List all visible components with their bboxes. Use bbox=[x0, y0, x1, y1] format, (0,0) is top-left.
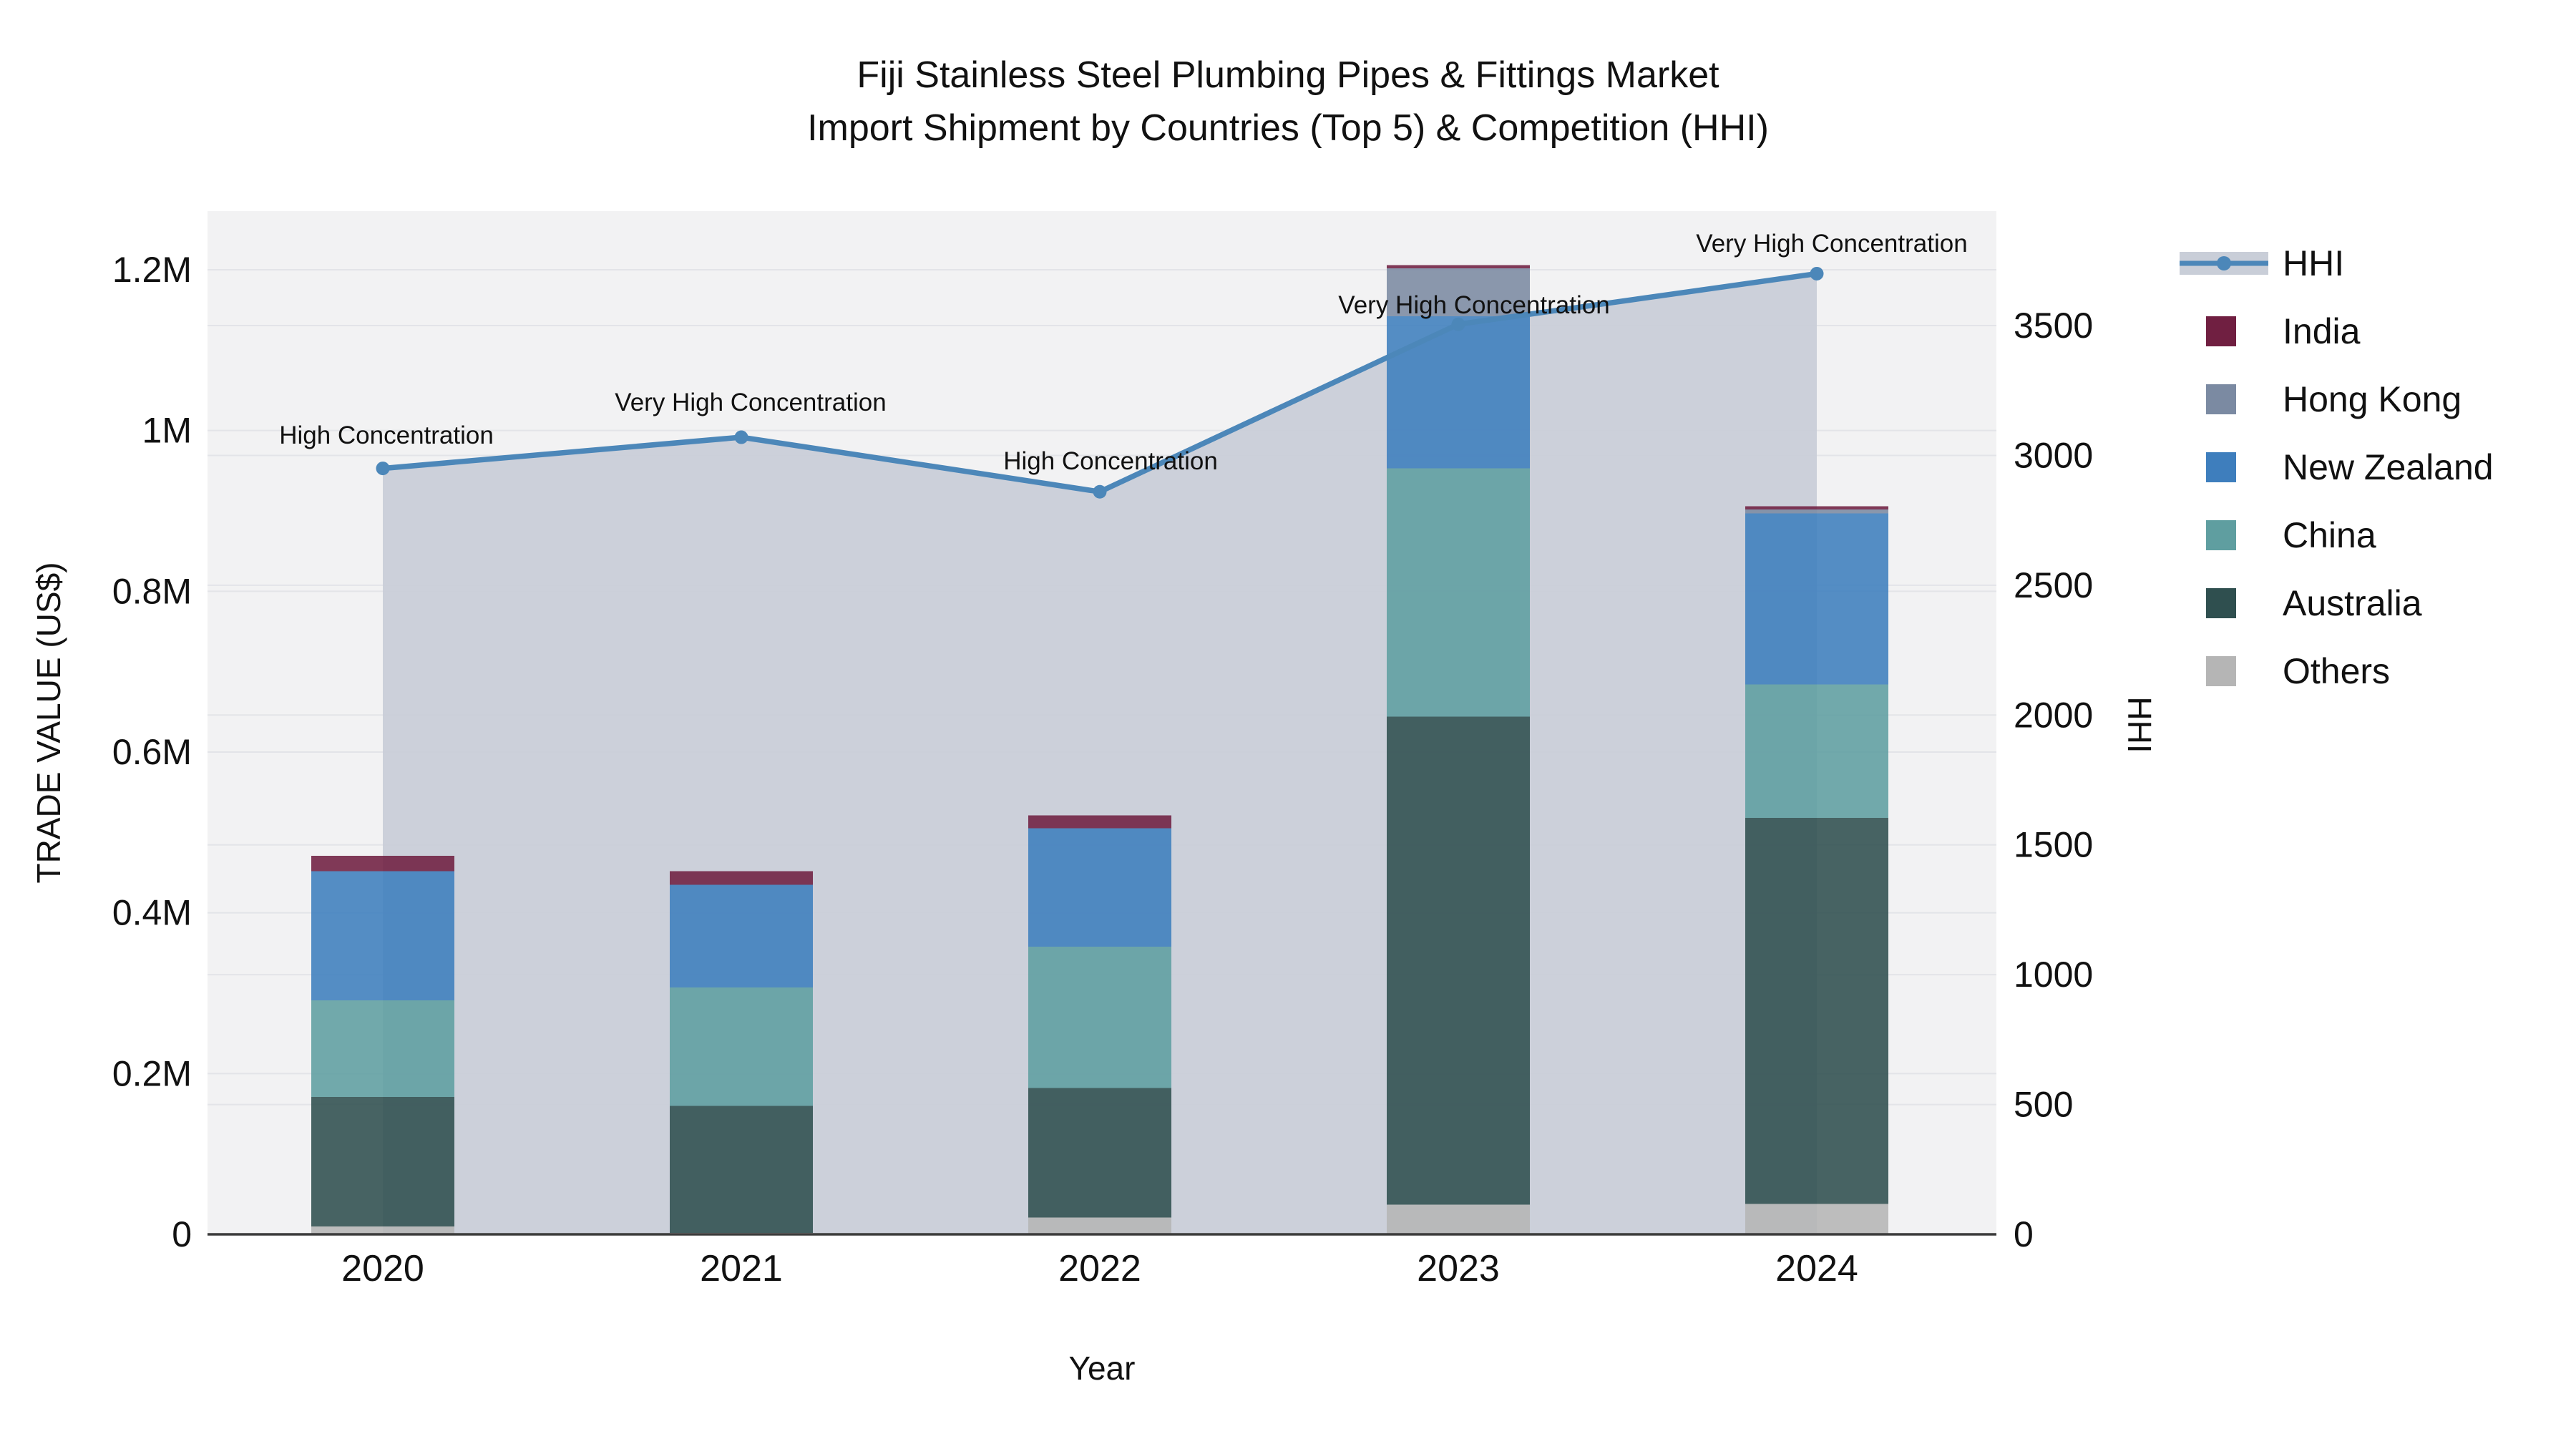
legend-hhi-marker-swatch bbox=[2217, 256, 2231, 270]
legend-label-others: Others bbox=[2283, 651, 2390, 691]
bar-segment-2020-others[interactable] bbox=[311, 1226, 454, 1234]
y-left-tick-0.2M: 0.2M bbox=[112, 1053, 192, 1093]
x-tick-2024: 2024 bbox=[1775, 1248, 1858, 1289]
y-right-tick-3000: 3000 bbox=[2014, 435, 2093, 475]
stacked-bars-layer bbox=[311, 265, 1888, 1234]
bar-group-2020 bbox=[311, 855, 454, 1234]
bar-segment-2024-china[interactable] bbox=[1745, 684, 1888, 819]
bar-segment-2023-australia[interactable] bbox=[1387, 716, 1530, 1205]
bar-segment-2022-australia[interactable] bbox=[1028, 1088, 1171, 1218]
y-right-axis-title: HHI bbox=[2121, 696, 2158, 753]
y-right-tick-2500: 2500 bbox=[2014, 565, 2093, 605]
legend-swatch-india bbox=[2206, 316, 2236, 346]
bar-segment-2023-india[interactable] bbox=[1387, 265, 1530, 268]
bar-segment-2020-china[interactable] bbox=[311, 1000, 454, 1097]
legend-item-new-zealand[interactable]: New Zealand bbox=[2206, 447, 2494, 487]
y-left-tick-0.4M: 0.4M bbox=[112, 893, 192, 933]
legend-label-hong-kong: Hong Kong bbox=[2283, 379, 2462, 419]
legend-label-china: China bbox=[2283, 515, 2376, 555]
legend-label-india: India bbox=[2283, 311, 2361, 351]
x-axis-title: Year bbox=[1069, 1350, 1136, 1387]
bar-segment-2023-new-zealand[interactable] bbox=[1387, 316, 1530, 469]
bar-segment-2024-australia[interactable] bbox=[1745, 818, 1888, 1204]
annotations-layer: High Concentration Very High Concentratio… bbox=[279, 230, 1968, 475]
legend-swatch-new-zealand bbox=[2206, 452, 2236, 482]
y-left-tick-1.2M: 1.2M bbox=[112, 250, 192, 290]
legend-swatch-others bbox=[2206, 656, 2236, 686]
bar-group-2021 bbox=[670, 871, 813, 1234]
hhi-marker-2023[interactable] bbox=[1451, 317, 1465, 331]
bar-segment-2024-new-zealand[interactable] bbox=[1745, 513, 1888, 685]
y-left-tick-0: 0 bbox=[172, 1214, 192, 1254]
y-right-tick-500: 500 bbox=[2014, 1085, 2073, 1125]
x-tick-2021: 2021 bbox=[700, 1248, 783, 1289]
legend-item-hong-kong[interactable]: Hong Kong bbox=[2206, 379, 2462, 419]
bar-segment-2021-india[interactable] bbox=[670, 871, 813, 885]
bar-segment-2021-new-zealand[interactable] bbox=[670, 884, 813, 988]
legend-item-others[interactable]: Others bbox=[2206, 651, 2390, 691]
legend-item-hhi[interactable]: HHI bbox=[2180, 243, 2344, 283]
x-tick-2023: 2023 bbox=[1417, 1248, 1500, 1289]
x-tick-2022: 2022 bbox=[1058, 1248, 1141, 1289]
legend: HHI India Hong Kong New Zealand China Austral… bbox=[2180, 243, 2494, 691]
y-left-tick-0.8M: 0.8M bbox=[112, 571, 192, 611]
y-right-tick-1500: 1500 bbox=[2014, 825, 2093, 865]
bar-segment-2021-australia[interactable] bbox=[670, 1106, 813, 1233]
annotation-2021: Very High Concentration bbox=[615, 389, 886, 416]
hhi-marker-2022[interactable] bbox=[1093, 484, 1107, 499]
bar-segment-2024-india[interactable] bbox=[1745, 506, 1888, 509]
annotation-2022: High Concentration bbox=[1003, 447, 1218, 475]
legend-label-australia: Australia bbox=[2283, 583, 2422, 623]
bar-segment-2020-australia[interactable] bbox=[311, 1096, 454, 1226]
bar-group-2023 bbox=[1387, 265, 1530, 1234]
bar-segment-2024-others[interactable] bbox=[1745, 1204, 1888, 1234]
legend-item-india[interactable]: India bbox=[2206, 311, 2361, 351]
y-right-tick-3500: 3500 bbox=[2014, 306, 2093, 346]
y-left-axis-title: TRADE VALUE (US$) bbox=[30, 562, 67, 883]
bar-segment-2021-china[interactable] bbox=[670, 987, 813, 1106]
hhi-line-layer bbox=[376, 266, 1824, 499]
bar-segment-2023-china[interactable] bbox=[1387, 468, 1530, 717]
bar-segment-2022-new-zealand[interactable] bbox=[1028, 828, 1171, 947]
x-tick-2020: 2020 bbox=[341, 1248, 424, 1289]
hhi-marker-2020[interactable] bbox=[376, 462, 390, 476]
legend-item-china[interactable]: China bbox=[2206, 515, 2376, 555]
legend-label-hhi: HHI bbox=[2283, 243, 2344, 283]
chart-title-line2: Import Shipment by Countries (Top 5) & C… bbox=[807, 107, 1769, 149]
axes-layer: 0 0.2M 0.4M 0.6M 0.8M 1M 1.2M 0 500 1000 1500 2000 2… bbox=[112, 250, 2093, 1289]
y-left-tick-0.6M: 0.6M bbox=[112, 732, 192, 772]
legend-swatch-australia bbox=[2206, 588, 2236, 618]
bar-segment-2023-hong-kong[interactable] bbox=[1387, 268, 1530, 317]
bar-group-2024 bbox=[1745, 506, 1888, 1234]
legend-label-new-zealand: New Zealand bbox=[2283, 447, 2494, 487]
bar-segment-2024-hong-kong[interactable] bbox=[1745, 509, 1888, 514]
bar-segment-2022-china[interactable] bbox=[1028, 946, 1171, 1088]
bar-segment-2023-others[interactable] bbox=[1387, 1204, 1530, 1234]
annotation-2024: Very High Concentration bbox=[1696, 230, 1967, 258]
bar-segment-2020-new-zealand[interactable] bbox=[311, 871, 454, 1001]
annotation-2020: High Concentration bbox=[279, 421, 494, 449]
bar-segment-2022-others[interactable] bbox=[1028, 1217, 1171, 1234]
y-right-tick-1000: 1000 bbox=[2014, 955, 2093, 995]
bar-segment-2022-india[interactable] bbox=[1028, 815, 1171, 829]
legend-swatch-china bbox=[2206, 520, 2236, 550]
bar-segment-2020-india[interactable] bbox=[311, 855, 454, 872]
y-left-tick-1M: 1M bbox=[142, 411, 192, 451]
y-right-tick-0: 0 bbox=[2014, 1214, 2034, 1254]
hhi-marker-2024[interactable] bbox=[1810, 266, 1824, 280]
legend-item-australia[interactable]: Australia bbox=[2206, 583, 2422, 623]
chart-title-line1: Fiji Stainless Steel Plumbing Pipes & Fi… bbox=[857, 54, 1719, 96]
y-right-tick-2000: 2000 bbox=[2014, 695, 2093, 735]
legend-swatch-hong-kong bbox=[2206, 384, 2236, 414]
hhi-marker-2021[interactable] bbox=[734, 430, 748, 444]
annotation-2023: Very High Concentration bbox=[1338, 291, 1609, 319]
bar-group-2022 bbox=[1028, 815, 1171, 1234]
